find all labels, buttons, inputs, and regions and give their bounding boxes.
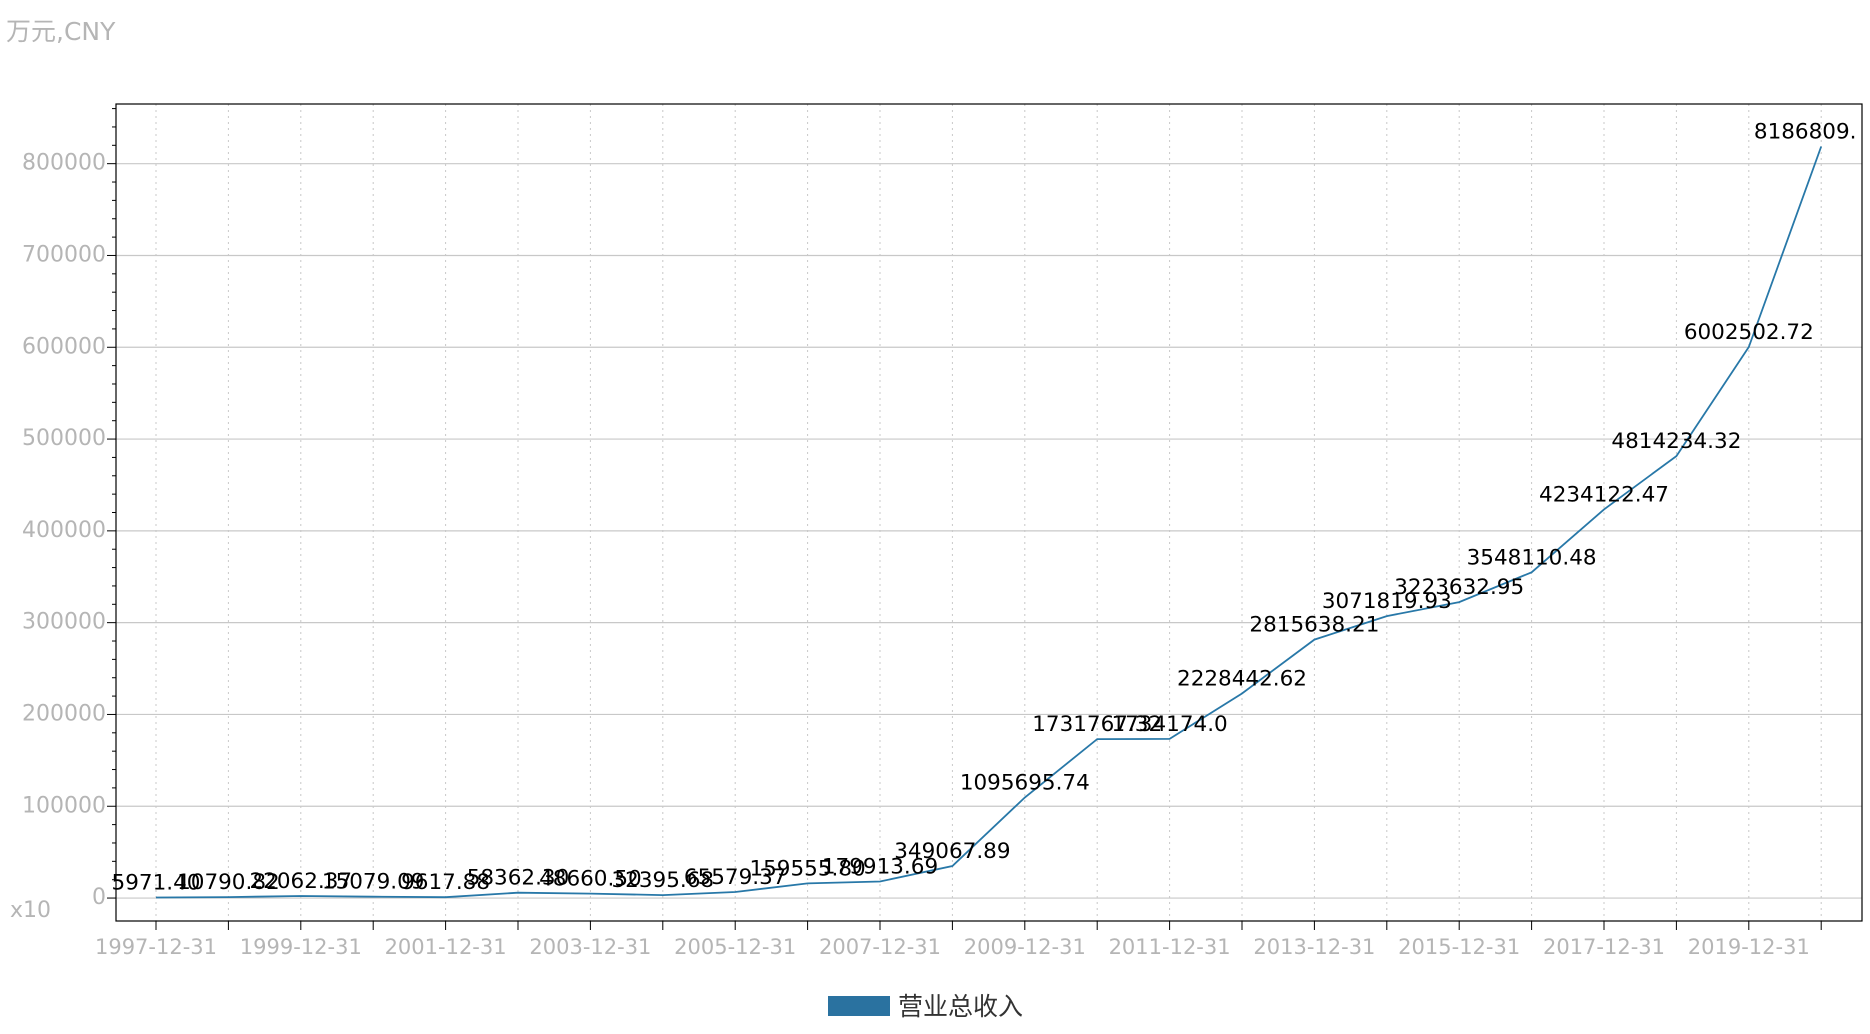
- data-label: 1731767.32: [1032, 712, 1162, 737]
- data-label: 159555.80: [749, 856, 865, 881]
- y-tick-label: 800000: [22, 151, 106, 176]
- y-tick-label: 500000: [22, 426, 106, 451]
- y-tick-label: 200000: [22, 701, 106, 726]
- data-label: 5971.40: [112, 871, 201, 896]
- data-label: 349067.89: [894, 839, 1010, 864]
- x-tick-label: 2007-12-31: [819, 935, 941, 959]
- data-label: 32395.68: [612, 868, 715, 893]
- data-label: 22062.37: [250, 869, 353, 894]
- x-tick-label: 2017-12-31: [1543, 935, 1665, 959]
- data-label: 65579.37: [684, 865, 787, 890]
- x-tick-label: 2011-12-31: [1109, 935, 1231, 959]
- data-label: 4814234.32: [1611, 429, 1741, 454]
- y-tick-label: 600000: [22, 334, 106, 359]
- legend-label: 营业总收入: [898, 992, 1023, 1021]
- data-label: 4234122.47: [1539, 482, 1669, 507]
- data-label: 2228442.62: [1177, 666, 1307, 691]
- data-label: 15079.09: [322, 870, 425, 895]
- x-tick-label: 2013-12-31: [1253, 935, 1375, 959]
- data-label: 58362.30: [467, 866, 570, 891]
- x-tick-label: 1999-12-31: [240, 935, 362, 959]
- data-label: 8186809.: [1754, 120, 1857, 145]
- scale-label: x10: [10, 898, 51, 923]
- data-label: 6002502.72: [1684, 320, 1814, 345]
- data-label: 3223632.95: [1394, 575, 1524, 600]
- y-axis: 0 100000 200000 300000 400000 500000 600000 700…: [22, 108, 116, 910]
- y-tick-label: 700000: [22, 242, 106, 267]
- x-tick-label: 2003-12-31: [529, 935, 651, 959]
- data-label: 2815638.21: [1249, 613, 1379, 638]
- x-tick-label: 2015-12-31: [1398, 935, 1520, 959]
- data-label: 3548110.48: [1467, 545, 1597, 570]
- y-tick-label: 100000: [22, 793, 106, 818]
- y-tick-label: 300000: [22, 610, 106, 635]
- x-tick-label: 2005-12-31: [674, 935, 796, 959]
- x-axis: 1997-12-31 1999-12-31 2001-12-31 2003-12-31…: [95, 921, 1822, 959]
- grid: [116, 104, 1862, 921]
- data-label: 9617.88: [401, 870, 490, 895]
- data-label: 10790.82: [177, 870, 280, 895]
- revenue-series-line: [155, 146, 1823, 899]
- data-label: 48660.50: [539, 867, 642, 892]
- data-labels: 5971.4010790.8222062.3715079.099617.8858…: [112, 120, 1857, 896]
- legend: 营业总收入: [828, 992, 1023, 1021]
- data-label: 179913.69: [822, 855, 938, 880]
- x-tick-label: 2009-12-31: [964, 935, 1086, 959]
- y-tick-label: 400000: [22, 518, 106, 543]
- data-label: 1734174.0: [1111, 712, 1227, 737]
- legend-swatch: [828, 996, 890, 1016]
- x-tick-label: 2019-12-31: [1688, 935, 1810, 959]
- x-tick-label: 2001-12-31: [385, 935, 507, 959]
- data-label: 3071819.93: [1322, 589, 1452, 614]
- x-tick-label: 1997-12-31: [95, 935, 217, 959]
- unit-label: 万元,CNY: [6, 17, 116, 46]
- y-tick-label: 0: [92, 885, 106, 910]
- data-label: 1095695.74: [960, 770, 1090, 795]
